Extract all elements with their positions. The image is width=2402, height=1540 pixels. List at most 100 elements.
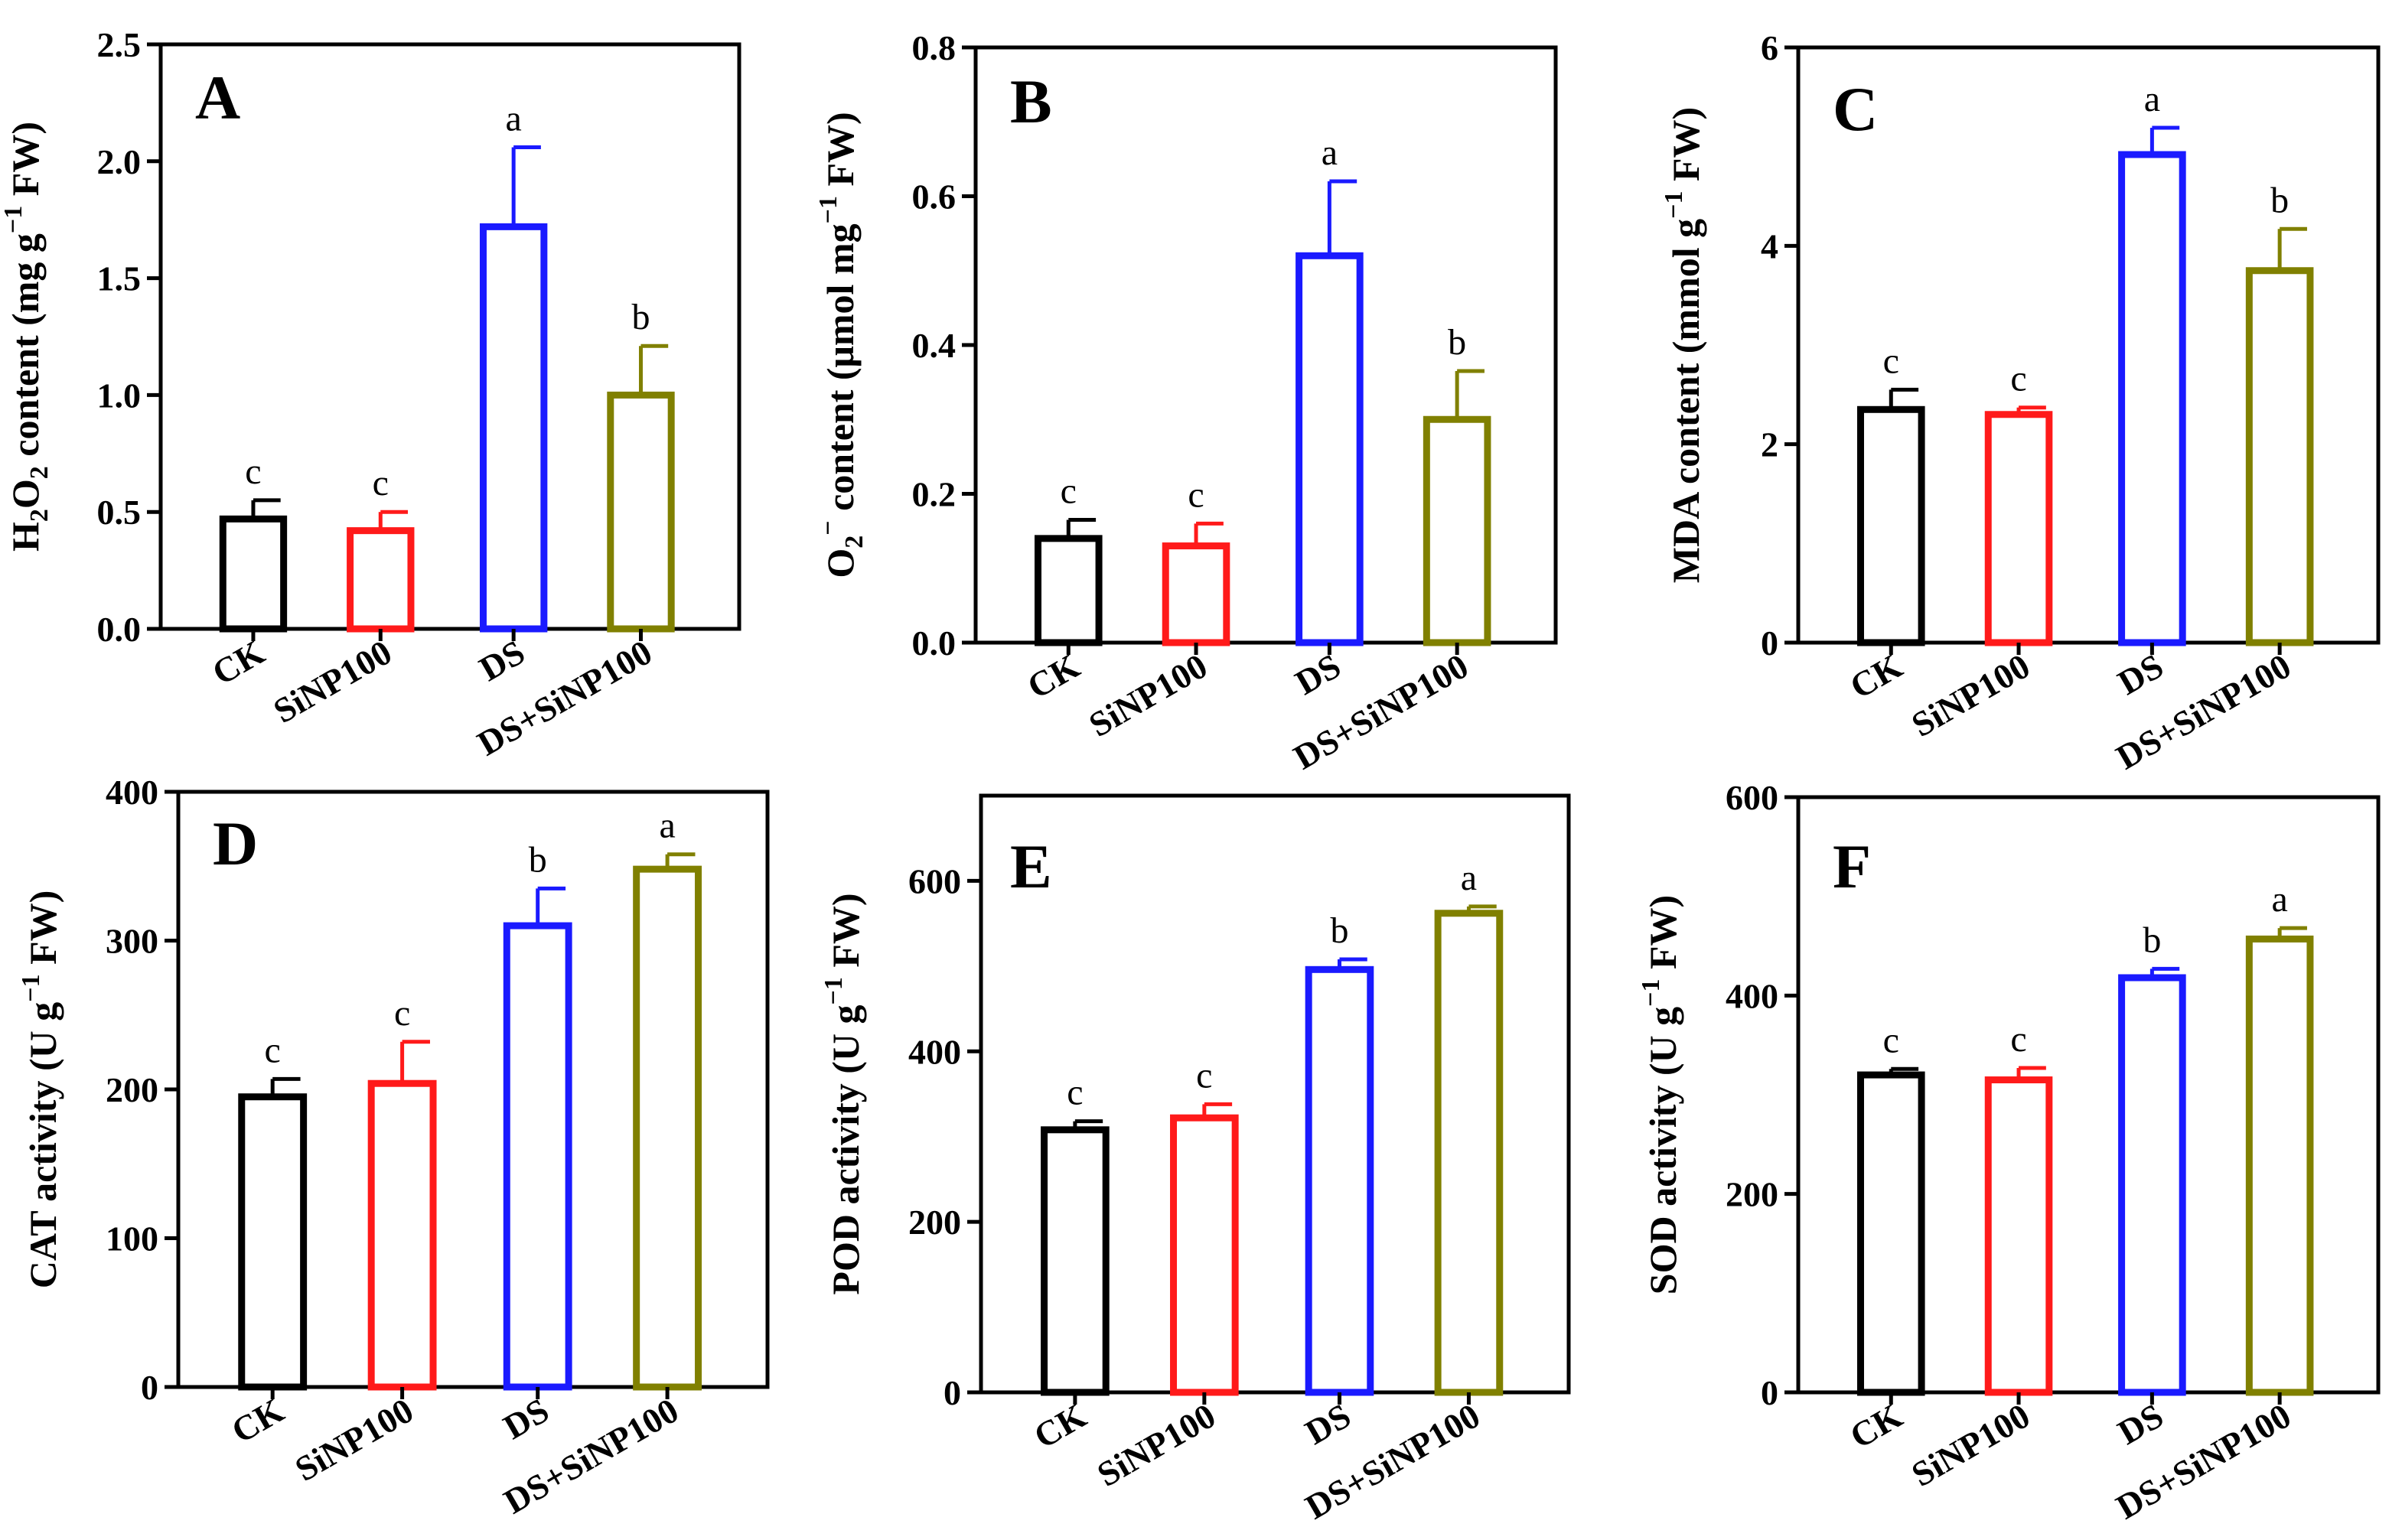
bar-ds — [479, 223, 548, 633]
y-tick-label: 400 — [1726, 976, 1778, 1015]
chart-panel-F: F 0 200 400 600 SOD activity (U g−1 FW) c CK c Si… — [1637, 778, 2381, 1527]
significance-letter: c — [1061, 471, 1077, 512]
y-label-text: FW) — [819, 112, 862, 196]
y-tick-label: 600 — [908, 861, 961, 900]
bar-ds — [2118, 974, 2186, 1396]
category-label: CK — [1021, 646, 1086, 706]
significance-letter: a — [1461, 858, 1477, 898]
bar-sinp100 — [367, 1079, 437, 1391]
category-label: DS — [2111, 646, 2169, 702]
y-tick-label: 0 — [1761, 1373, 1778, 1412]
bar-ck — [1856, 405, 1925, 646]
y-tick-label: 1.5 — [97, 259, 142, 298]
y-label-text: O — [4, 479, 47, 509]
panel-letter: E — [1010, 832, 1052, 901]
bar-sinp100 — [1162, 542, 1230, 646]
category-label: CK — [206, 632, 271, 692]
y-tick-label: 0 — [944, 1373, 961, 1412]
bar-ds-sinp100 — [2245, 267, 2314, 646]
y-tick-label: 0 — [141, 1368, 158, 1407]
significance-letter: c — [1883, 1020, 1899, 1060]
y-label-superscript: −1 — [17, 974, 45, 1001]
y-tick-label: 0.5 — [97, 493, 142, 532]
category-label: CK — [1028, 1395, 1093, 1456]
bar-ck — [1041, 1126, 1110, 1396]
significance-letter: c — [373, 463, 389, 503]
y-label-superscript: −1 — [1637, 978, 1665, 1006]
y-axis-label: MDA content (mmol g−1 FW) — [1660, 107, 1707, 583]
y-tick-label: 400 — [908, 1032, 961, 1071]
y-label-text: FW) — [21, 890, 64, 975]
y-label-text: FW) — [824, 893, 867, 977]
significance-letter: b — [631, 297, 650, 337]
significance-letter: c — [1883, 340, 1899, 381]
plot-frame — [158, 42, 741, 631]
bar-ds — [2118, 151, 2186, 646]
y-tick-label: 200 — [106, 1070, 158, 1109]
significance-letter: c — [1196, 1055, 1212, 1096]
significance-letter: b — [2270, 180, 2289, 220]
y-tick-label: 0.8 — [912, 28, 957, 67]
y-tick-label: 2 — [1761, 425, 1778, 464]
y-label-text: content (μmol mg — [819, 223, 862, 520]
panel-letter: C — [1833, 74, 1878, 144]
panel-letter: D — [213, 809, 258, 878]
category-label: DS — [497, 1390, 555, 1447]
significance-letter: c — [1067, 1073, 1083, 1113]
category-label: SiNP100 — [288, 1390, 420, 1489]
category-label: CK — [1843, 1395, 1908, 1456]
y-tick-label: 0.2 — [912, 475, 957, 514]
significance-letter: b — [529, 839, 547, 880]
y-tick-label: 0.6 — [912, 177, 957, 217]
y-label-text: FW) — [1664, 107, 1707, 191]
y-tick-label: 2.5 — [97, 25, 142, 64]
y-tick-label: 0.0 — [912, 623, 957, 663]
significance-letter: b — [2143, 920, 2161, 960]
y-tick-label: 0.0 — [97, 610, 142, 649]
y-tick-label: 6 — [1761, 28, 1778, 67]
chart-panel-A: A 0.0 0.5 1.0 1.5 2.0 2.5 H2O2 content (mg g−1 … — [0, 25, 741, 763]
y-tick-label: 200 — [1726, 1175, 1778, 1214]
y-axis-label: H2O2 content (mg g−1 FW) — [0, 122, 54, 552]
y-tick-label: 600 — [1726, 778, 1778, 817]
y-label-text: SOD activity (U g — [1641, 1007, 1684, 1294]
y-label-superscript: −1 — [814, 196, 842, 223]
y-axis-label: POD activity (U g−1 FW) — [820, 893, 867, 1294]
bar-ck — [1034, 535, 1103, 646]
chart-panel-C: C 0 2 4 6 MDA content (mmol g−1 FW) c CK c SiNP10… — [1660, 28, 2381, 777]
bar-sinp100 — [1984, 411, 2053, 646]
y-tick-label: 400 — [106, 773, 158, 812]
bar-sinp100 — [1170, 1114, 1239, 1396]
y-label-superscript: −1 — [1660, 191, 1688, 219]
bar-ds-sinp100 — [633, 865, 702, 1391]
significance-letter: a — [2144, 79, 2160, 119]
category-label: CK — [1843, 646, 1908, 706]
category-label: DS — [473, 632, 531, 689]
y-label-text: MDA content (mmol g — [1664, 219, 1707, 583]
chart-panel-B: B 0.0 0.2 0.4 0.6 0.8 O2− content (μmol mg−1 F… — [814, 28, 1558, 777]
bar-sinp100 — [1984, 1076, 2053, 1396]
bar-ds-sinp100 — [1423, 415, 1491, 646]
bar-sinp100 — [347, 527, 415, 633]
bar-ds — [1305, 965, 1374, 1396]
y-label-text: content (mg g — [4, 233, 47, 466]
significance-letter: c — [265, 1030, 281, 1070]
panel-letter: A — [195, 63, 240, 132]
y-tick-label: 300 — [106, 922, 158, 961]
y-label-text: CAT activity (U g — [21, 1002, 64, 1289]
y-axis-label: O2− content (μmol mg−1 FW) — [814, 112, 869, 578]
significance-letter: a — [659, 806, 675, 846]
y-label-text: FW) — [4, 122, 47, 206]
y-tick-label: 1.0 — [97, 376, 142, 415]
significance-letter: b — [1448, 322, 1466, 363]
y-label-subscript: 2 — [25, 509, 54, 522]
y-axis-label: CAT activity (U g−1 FW) — [17, 890, 64, 1289]
y-label-superscript: −1 — [0, 206, 28, 233]
y-tick-label: 0 — [1761, 623, 1778, 663]
bar-ck — [1856, 1071, 1925, 1396]
y-label-text: O — [819, 549, 862, 578]
category-label: SiNP100 — [267, 632, 399, 731]
significance-letter: b — [1330, 910, 1348, 951]
